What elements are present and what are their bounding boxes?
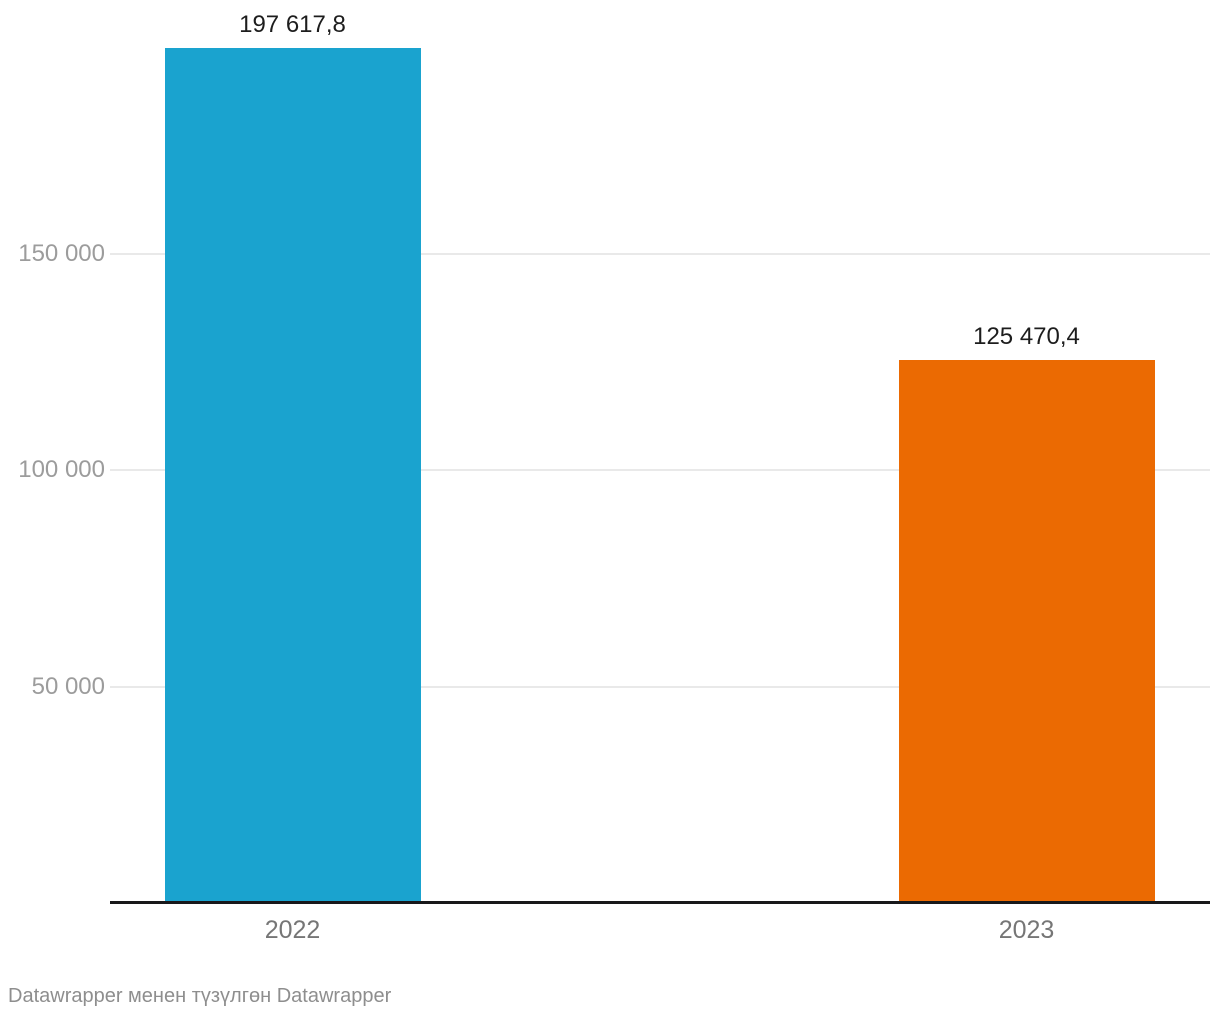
value-label-2022: 197 617,8 [239, 10, 346, 38]
gridline-150000 [110, 253, 1210, 255]
bar-2023 [898, 360, 1155, 903]
y-tick-label-100000: 100 000 [18, 456, 105, 484]
bar-2022 [164, 47, 421, 903]
gridline-50000 [110, 685, 1210, 688]
attribution-text: Datawrapper менен түзүлгөн Datawrapper [8, 985, 392, 1007]
value-label-2023: 125 470,4 [973, 323, 1080, 351]
x-axis-line [110, 901, 1210, 904]
gridline-100000 [110, 469, 1210, 472]
x-axis-label-2023: 2023 [998, 916, 1055, 944]
y-tick-label-150000: 150 000 [18, 240, 105, 267]
y-tick-label-50000: 50 000 [31, 672, 105, 700]
x-axis-label-2022: 2022 [264, 916, 321, 944]
